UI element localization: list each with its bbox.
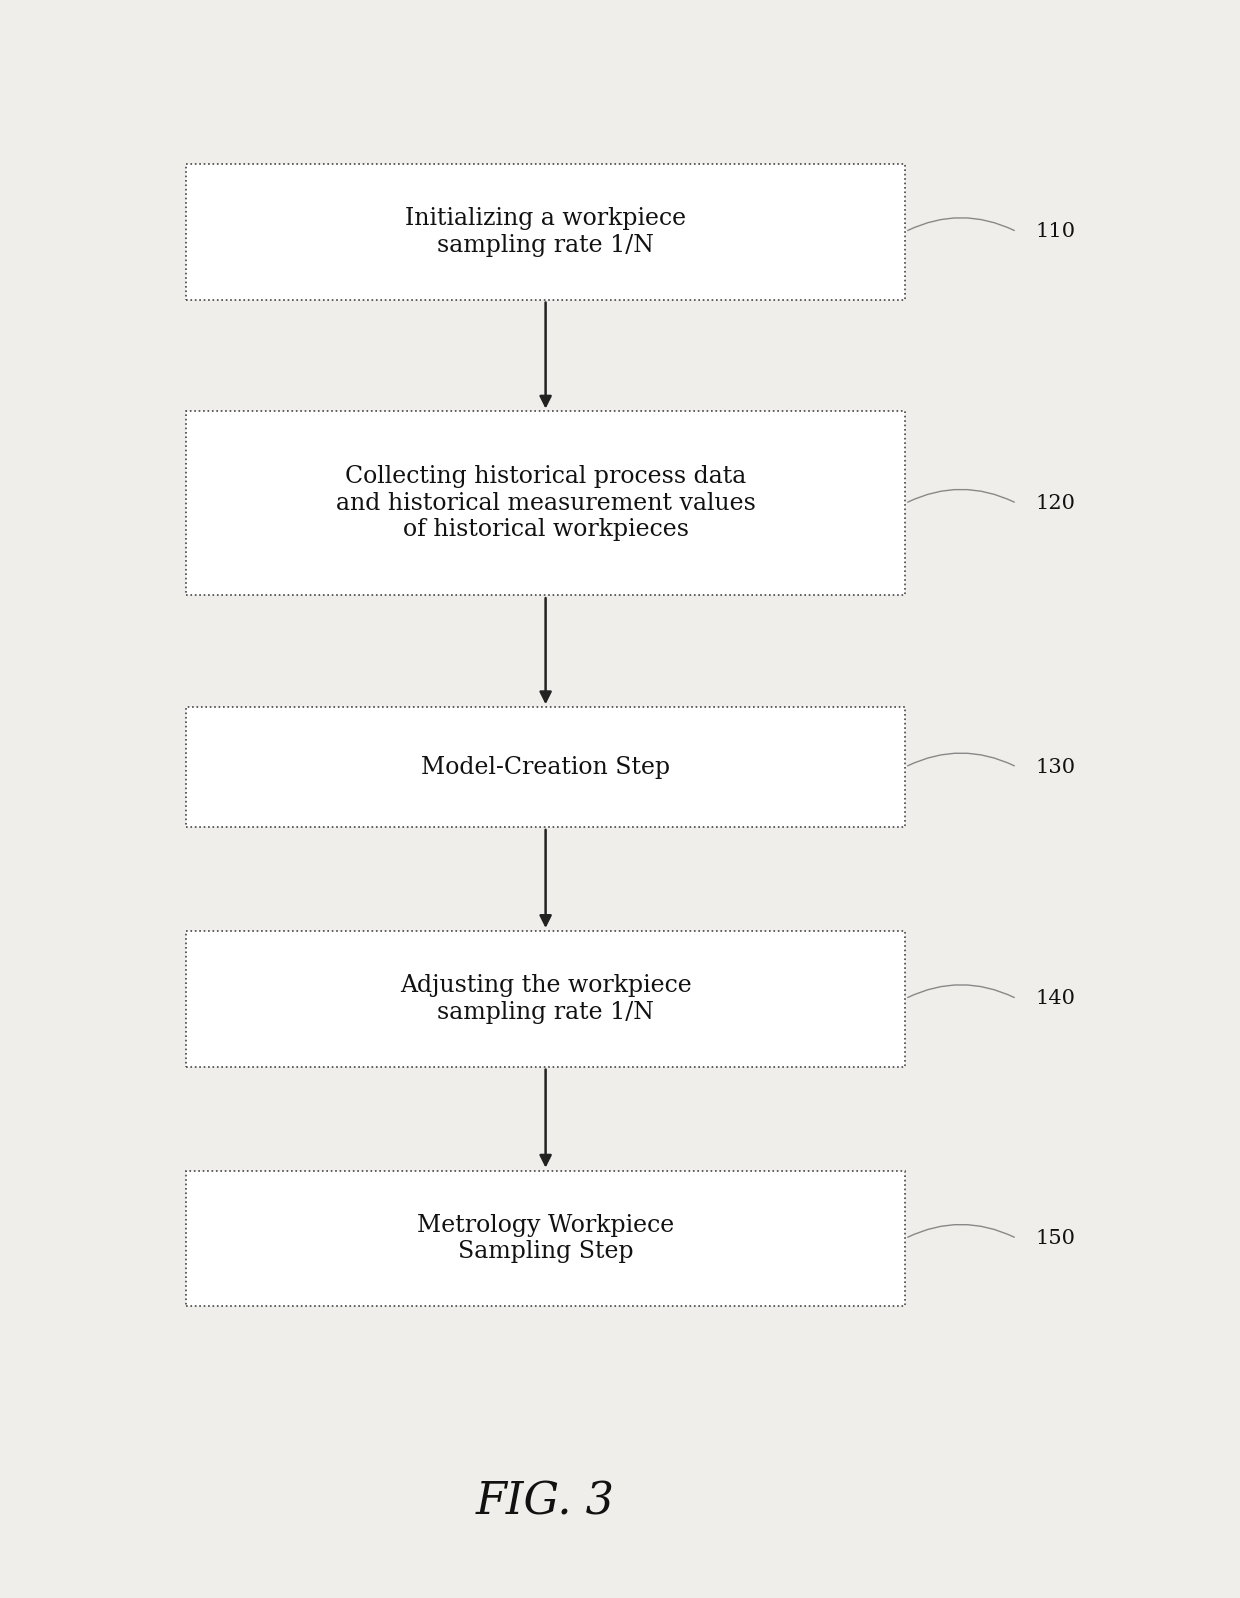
FancyBboxPatch shape xyxy=(186,706,905,828)
Text: Adjusting the workpiece
sampling rate 1/N: Adjusting the workpiece sampling rate 1/… xyxy=(399,973,692,1024)
Text: Initializing a workpiece
sampling rate 1/N: Initializing a workpiece sampling rate 1… xyxy=(405,206,686,257)
Text: Model-Creation Step: Model-Creation Step xyxy=(422,756,670,778)
Text: 150: 150 xyxy=(1035,1229,1075,1248)
Text: 130: 130 xyxy=(1035,757,1075,777)
FancyBboxPatch shape xyxy=(186,411,905,594)
FancyBboxPatch shape xyxy=(186,165,905,300)
Text: FIG. 3: FIG. 3 xyxy=(476,1480,615,1524)
Text: 140: 140 xyxy=(1035,989,1075,1008)
Text: 120: 120 xyxy=(1035,494,1075,513)
Text: 110: 110 xyxy=(1035,222,1075,241)
FancyBboxPatch shape xyxy=(186,930,905,1067)
Text: Metrology Workpiece
Sampling Step: Metrology Workpiece Sampling Step xyxy=(417,1213,675,1264)
FancyBboxPatch shape xyxy=(186,1170,905,1307)
Text: Collecting historical process data
and historical measurement values
of historic: Collecting historical process data and h… xyxy=(336,465,755,542)
